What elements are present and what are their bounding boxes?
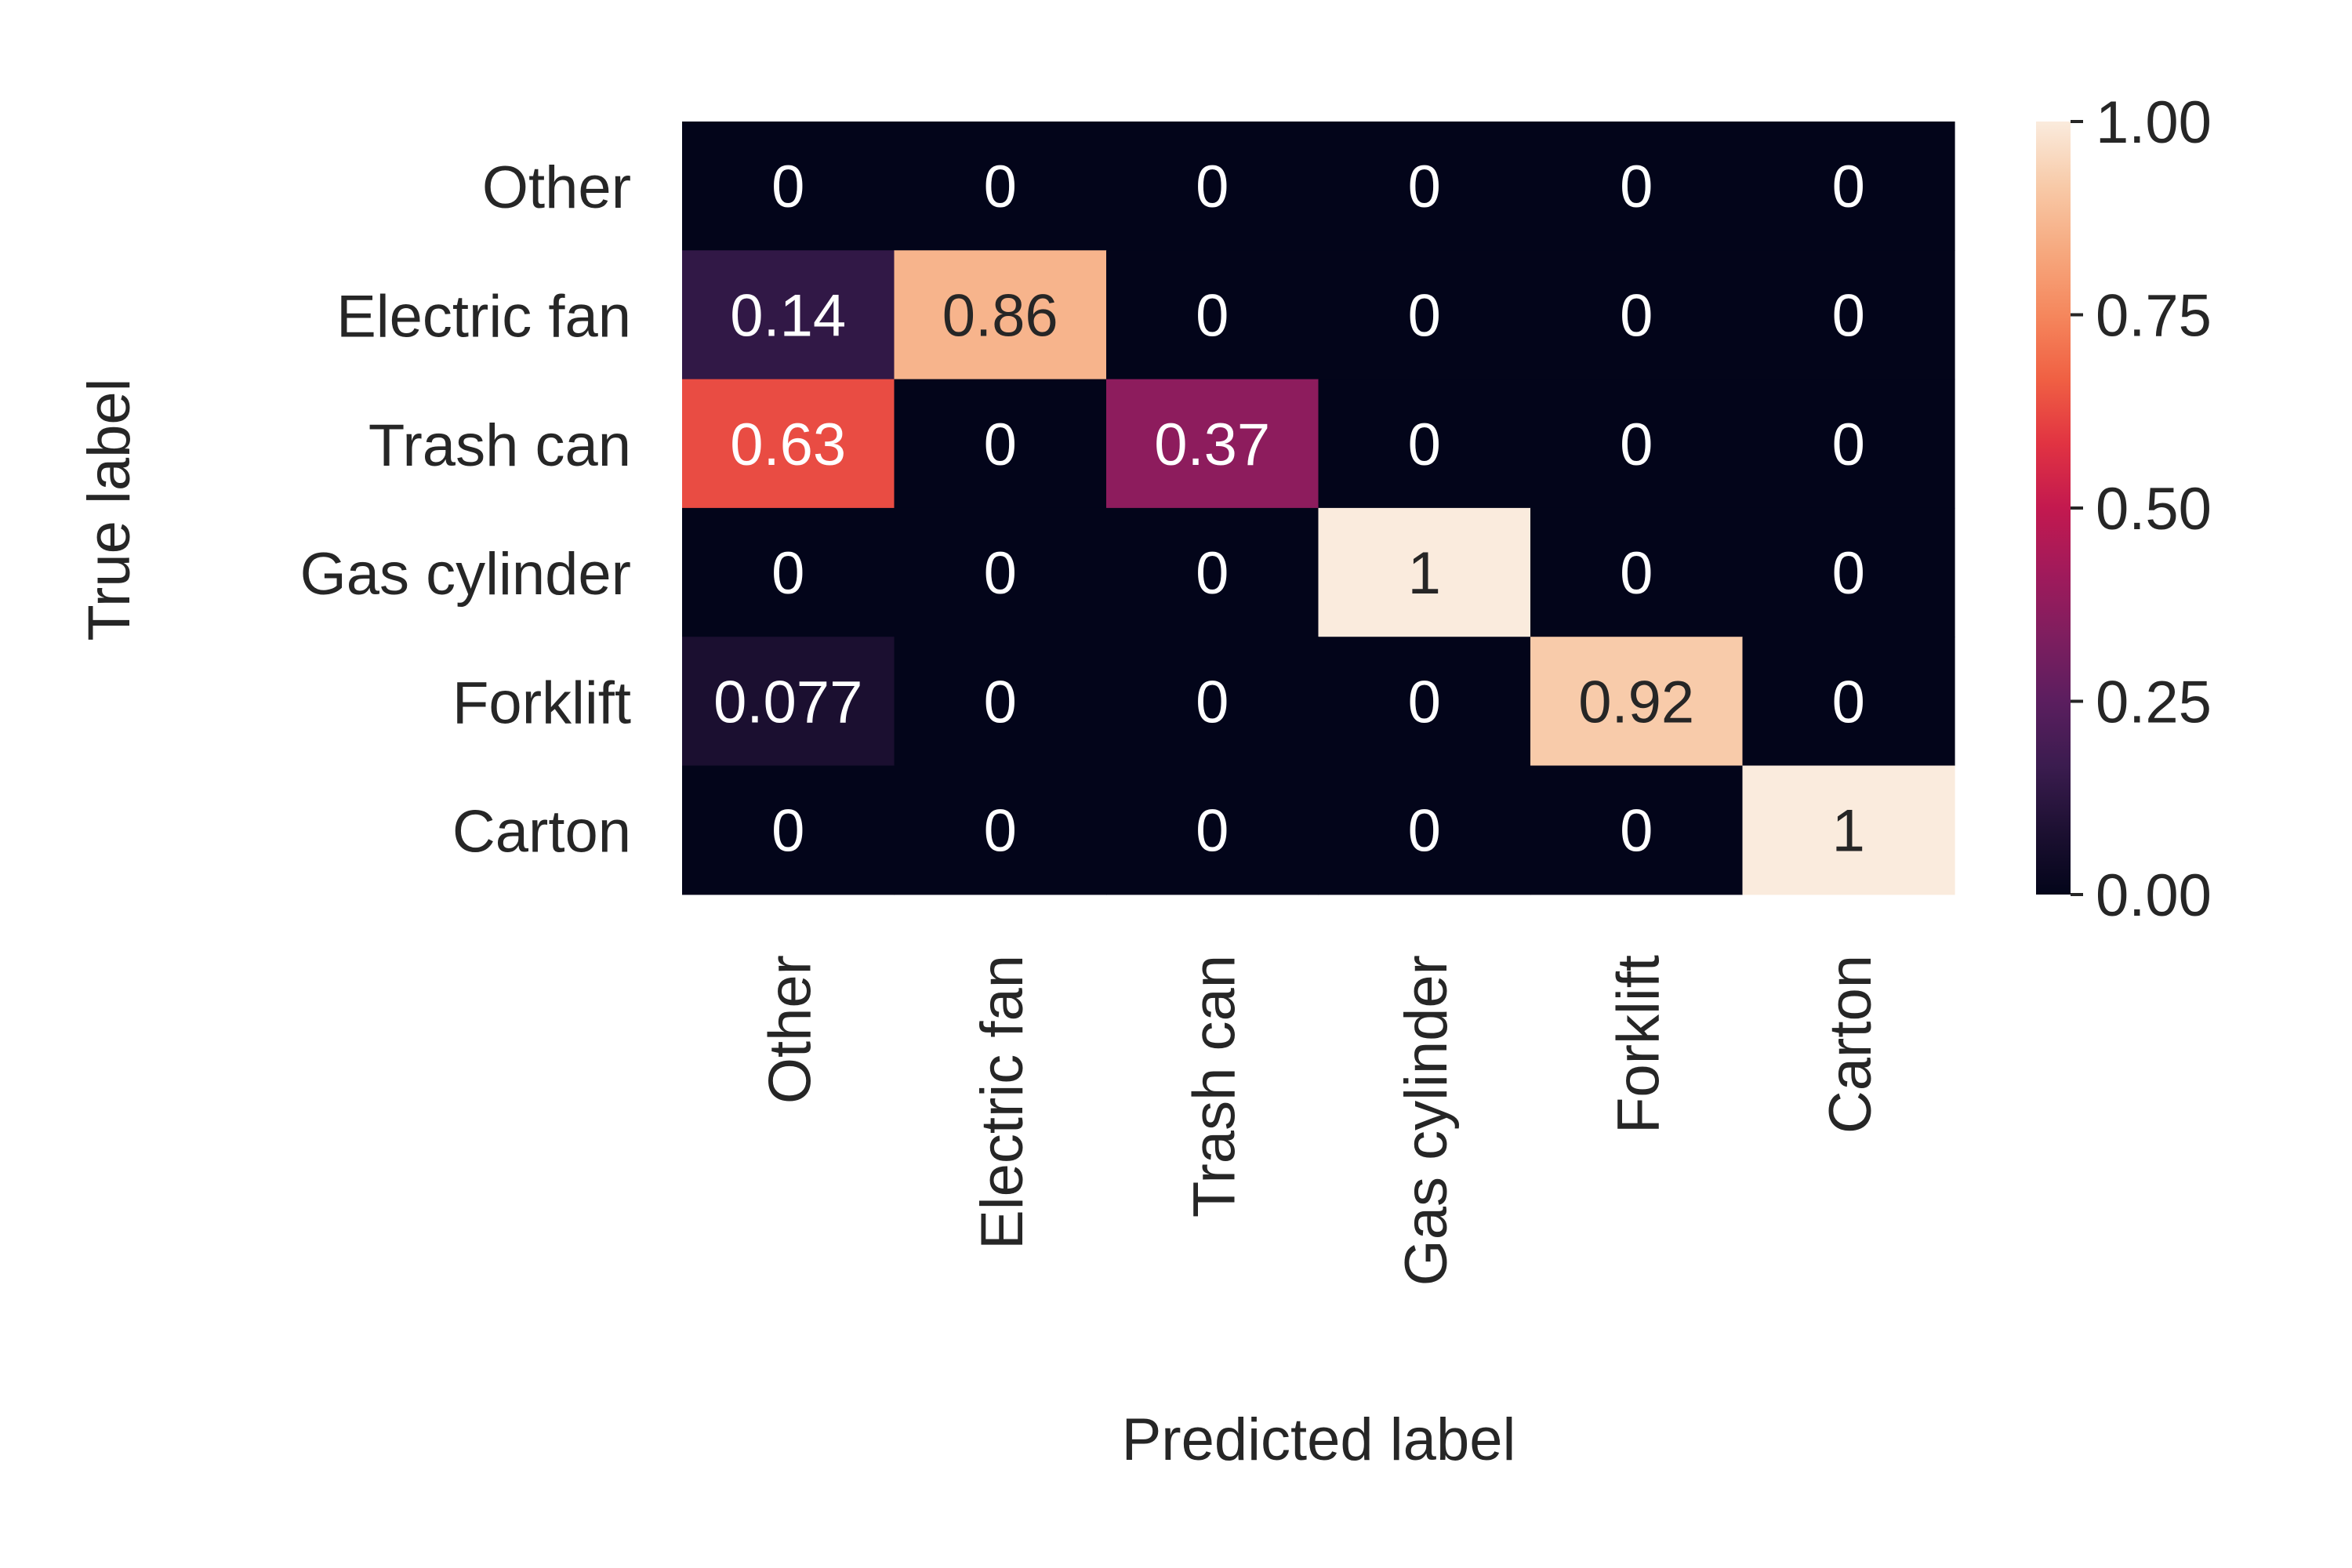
cell-value-label: 0: [1620, 540, 1653, 607]
heatmap-cell: [1318, 379, 1531, 509]
heatmap-cell: [682, 765, 895, 895]
heatmap-cell: [1530, 379, 1744, 509]
cell-value-label: 0: [1196, 282, 1229, 349]
colorbar-tick-label: 0.50: [2096, 476, 2212, 543]
heatmap-cell: [1742, 507, 1955, 637]
heatmap-cell: [682, 637, 895, 767]
heatmap-cell: [1318, 122, 1531, 251]
heatmap-cell: [1742, 637, 1955, 767]
cell-value-label: 0: [1196, 540, 1229, 607]
y-tick-label: Forklift: [452, 670, 631, 736]
heatmap-cell: [682, 250, 895, 380]
cell-value-label: 0: [984, 669, 1017, 735]
cell-value-label: 0: [1832, 540, 1865, 607]
heatmap-cell: [894, 765, 1107, 895]
colorbar: [2036, 122, 2071, 895]
heatmap-cell: [682, 379, 895, 509]
cell-value-label: 0: [984, 412, 1017, 478]
cell-value-label: 0: [1408, 282, 1441, 349]
heatmap-cell: [1530, 122, 1744, 251]
cell-value-label: 0: [1196, 798, 1229, 865]
cell-value-label: 0: [1620, 412, 1653, 478]
heatmap-cell: [1530, 765, 1744, 895]
heatmap-cell: [1742, 250, 1955, 380]
cell-value-label: 1: [1408, 540, 1441, 607]
heatmap-cell: [1106, 507, 1319, 637]
y-tick-label: Gas cylinder: [300, 541, 631, 608]
x-tick-label: Trash can: [1181, 955, 1247, 1218]
heatmap-cell: [1530, 507, 1744, 637]
heatmap-cell: [1530, 637, 1744, 767]
x-tick-label: Electric fan: [969, 955, 1036, 1250]
y-tick-label: Electric fan: [336, 283, 631, 350]
cell-value-label: 0: [1620, 154, 1653, 220]
heatmap-cell: [894, 250, 1107, 380]
cell-value-label: 0: [1832, 412, 1865, 478]
cell-value-label: 0.92: [1578, 669, 1694, 735]
heatmap-cell: [1106, 122, 1319, 251]
colorbar-tick-label: 0.75: [2096, 283, 2212, 350]
heatmap-cell: [894, 379, 1107, 509]
heatmap-cell: [1318, 765, 1531, 895]
y-tick-label: Carton: [452, 799, 631, 866]
cell-value-label: 0: [1408, 412, 1441, 478]
heatmap-cell: [1318, 507, 1531, 637]
colorbar-tick-label: 0.00: [2096, 862, 2212, 929]
y-axis-label: True label: [76, 378, 143, 641]
y-tick-label: Trash can: [368, 412, 631, 479]
cell-value-label: 0: [1408, 669, 1441, 735]
heatmap-cell: [894, 637, 1107, 767]
cell-value-label: 0: [1832, 154, 1865, 220]
cell-value-label: 0: [771, 798, 804, 865]
cell-value-label: 1: [1832, 798, 1865, 865]
heatmap-cell: [1318, 637, 1531, 767]
heatmap-cell: [1742, 122, 1955, 251]
cell-value-label: 0: [1620, 282, 1653, 349]
x-tick-label: Forklift: [1605, 955, 1671, 1134]
x-tick-label: Gas cylinder: [1393, 955, 1460, 1286]
y-tick-label: Other: [482, 154, 631, 221]
cell-value-label: 0: [771, 540, 804, 607]
x-tick-label: Other: [757, 955, 823, 1104]
heatmap-cell: [1106, 250, 1319, 380]
heatmap-cell: [1106, 765, 1319, 895]
cell-value-label: 0: [1832, 282, 1865, 349]
cell-value-label: 0: [1832, 669, 1865, 735]
cell-value-label: 0.63: [730, 412, 846, 478]
colorbar-tick-label: 1.00: [2096, 89, 2212, 156]
cell-value-label: 0: [984, 798, 1017, 865]
cell-value-label: 0.077: [713, 669, 862, 735]
colorbar-tick-label: 0.25: [2096, 670, 2212, 736]
cell-value-label: 0: [771, 154, 804, 220]
heatmap-cell: [1106, 637, 1319, 767]
heatmap-cell: [682, 122, 895, 251]
x-axis-label: Predicted label: [1122, 1406, 1516, 1473]
heatmap-cell: [1742, 379, 1955, 509]
cell-value-label: 0: [984, 154, 1017, 220]
cell-value-label: 0.86: [942, 282, 1058, 349]
heatmap-cell: [1530, 250, 1744, 380]
heatmap-cell: [682, 507, 895, 637]
cell-value-label: 0: [984, 540, 1017, 607]
cell-value-label: 0.14: [730, 282, 846, 349]
x-tick-label: Carton: [1817, 955, 1884, 1134]
heatmap-cell: [1106, 379, 1319, 509]
cell-value-label: 0: [1408, 798, 1441, 865]
cell-value-label: 0: [1620, 798, 1653, 865]
cell-value-label: 0: [1196, 669, 1229, 735]
cell-value-label: 0: [1408, 154, 1441, 220]
heatmap-cell: [894, 122, 1107, 251]
heatmap-cell: [894, 507, 1107, 637]
cell-value-label: 0: [1196, 154, 1229, 220]
heatmap-cell: [1318, 250, 1531, 380]
cell-value-label: 0.37: [1154, 412, 1270, 478]
heatmap-cell: [1742, 765, 1955, 895]
